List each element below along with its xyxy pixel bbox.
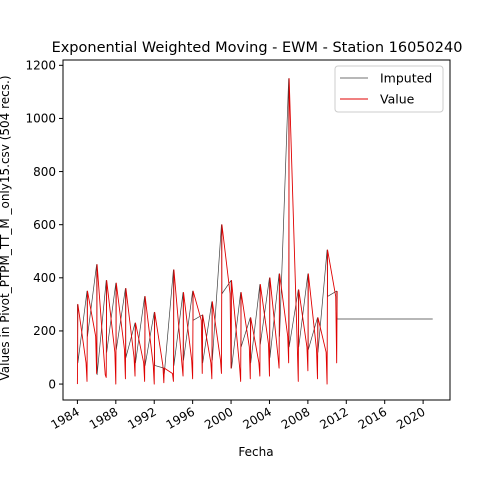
- x-tick-label: 1984: [48, 405, 81, 432]
- chart-title: Exponential Weighted Moving - EWM - Stat…: [52, 40, 463, 56]
- legend-box: [334, 65, 444, 113]
- x-tick-label: 1988: [87, 405, 120, 432]
- x-tick-label: 2004: [241, 405, 274, 432]
- y-tick-label: 400: [33, 271, 56, 285]
- y-tick-label: 200: [33, 324, 56, 338]
- x-tick-label: 2000: [202, 405, 235, 432]
- legend-label-imputed: Imputed: [380, 71, 432, 86]
- legend-label-value: Value: [380, 92, 415, 107]
- x-tick-label: 2008: [279, 405, 312, 432]
- y-tick-label: 800: [33, 165, 56, 179]
- x-tick-label: 1992: [125, 405, 158, 432]
- plot-frame: [62, 59, 451, 401]
- x-tick-label: 2012: [317, 405, 350, 432]
- x-tick-label: 1996: [164, 405, 197, 432]
- x-tick-label: 2016: [356, 405, 389, 432]
- y-tick-label: 600: [33, 218, 56, 232]
- plot-area: [62, 59, 451, 401]
- y-axis: 0 200 400 600 800 1000 1200: [25, 59, 63, 391]
- y-tick-label: 1200: [25, 59, 56, 73]
- y-tick-label: 0: [48, 377, 56, 391]
- series-line-value: [76, 78, 338, 385]
- y-axis-label: Values in Pivot_PTPM_TT_M _only15.csv (5…: [0, 75, 12, 380]
- x-axis: 1984 1988 1992 1996 2000 2004 2008 2012 2016 2020: [48, 400, 428, 432]
- y-tick-label: 1000: [25, 112, 56, 126]
- x-axis-label: Fecha: [238, 445, 273, 459]
- x-tick-label: 2020: [394, 405, 427, 432]
- legend: Imputed Value: [334, 65, 444, 113]
- plot-background: [63, 60, 450, 400]
